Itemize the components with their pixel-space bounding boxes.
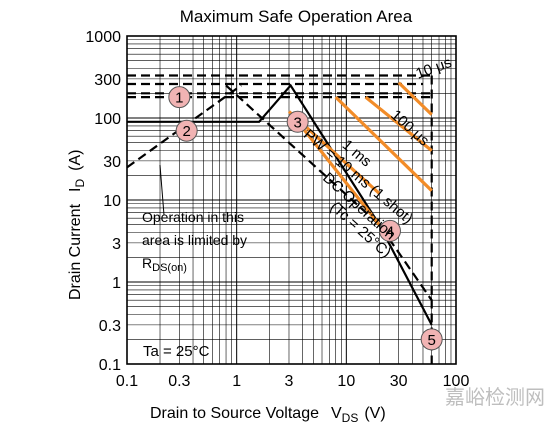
plot-border [126, 35, 457, 365]
y-tick-label: 3 [112, 236, 121, 253]
marker-circle [378, 219, 401, 242]
orange-segment [397, 81, 433, 116]
y-tick-label: 10 [103, 193, 121, 210]
rds-note-r: R [142, 255, 152, 271]
chart-title: Maximum Safe Operation Area [180, 7, 413, 26]
x-tick-label: 0.1 [116, 373, 138, 390]
x-tick-label: 10 [337, 373, 355, 390]
rds-note-pointer [159, 164, 165, 216]
rds-note: Operation in this area is limited by RDS… [142, 164, 247, 274]
x-axis-unit: (V) [364, 405, 385, 422]
y-axis-sub: D [73, 179, 87, 188]
x-tick-label: 0.3 [168, 373, 190, 390]
rds-note-line-2: area is limited by [142, 232, 247, 248]
y-tick-label: 30 [103, 154, 121, 171]
markers: 1 2 3 4 5 [168, 86, 443, 351]
x-tick-label: 1 [232, 373, 241, 390]
marker-label: 4 [386, 223, 394, 240]
y-tick-label: 100 [94, 111, 121, 128]
y-tick-label: 1 [112, 275, 121, 292]
marker: 5 [420, 328, 443, 351]
x-axis-label-text: Drain to Source Voltage [150, 405, 319, 422]
marker-circle [168, 86, 191, 109]
plot-frame [126, 35, 457, 365]
y-tick-label: 300 [94, 72, 121, 89]
x-axis-symbol: V [331, 405, 342, 422]
marker: 3 [286, 110, 309, 133]
marker-circle [175, 119, 198, 142]
annotation: 10 μs [414, 54, 455, 83]
rds-note-line-1: Operation in this [142, 209, 244, 225]
marker-label: 1 [175, 90, 183, 107]
rds-note-symbol: RDS(on) [142, 255, 187, 274]
marker-circle [420, 328, 443, 351]
marker-circle [286, 110, 309, 133]
rds-note-sub: DS(on) [152, 262, 187, 274]
x-tick-label: 100 [443, 373, 470, 390]
x-tick-label: 3 [285, 373, 294, 390]
y-tick-label: 0.1 [99, 357, 121, 374]
y-tick-label: 0.3 [99, 318, 121, 335]
x-axis-sub: DS [342, 411, 359, 425]
watermark: 嘉峪检测网 [445, 386, 545, 409]
x-tick-label: 30 [390, 373, 408, 390]
series-line [225, 84, 433, 301]
grid [127, 36, 456, 364]
marker: 4 [378, 219, 401, 242]
orange-segment [334, 95, 433, 192]
y-tick-label: 1000 [85, 29, 121, 46]
marker-label: 2 [182, 123, 190, 140]
marker-label: 5 [427, 332, 435, 349]
y-axis-symbol: I [67, 188, 84, 192]
x-axis-label: Drain to Source Voltage VDS (V) [150, 405, 386, 425]
marker: 1 [168, 86, 191, 109]
y-axis-label-text: Drain Current [67, 203, 84, 300]
tick-labels: 0.1 0.3 1 3 10 30 100 0.1 0.3 1 3 10 30 100 300 1000 [85, 29, 469, 390]
series-line [127, 83, 433, 326]
ambient-label: Ta = 25°C [143, 343, 210, 360]
orange-segment [290, 113, 381, 226]
marker-label: 3 [294, 114, 302, 131]
y-axis-unit: (A) [67, 150, 84, 171]
annotation: 100 μs [387, 107, 432, 150]
marker: 2 [175, 119, 198, 142]
orange-segment [364, 95, 433, 152]
y-axis-label: Drain Current ID (A) [67, 150, 87, 300]
